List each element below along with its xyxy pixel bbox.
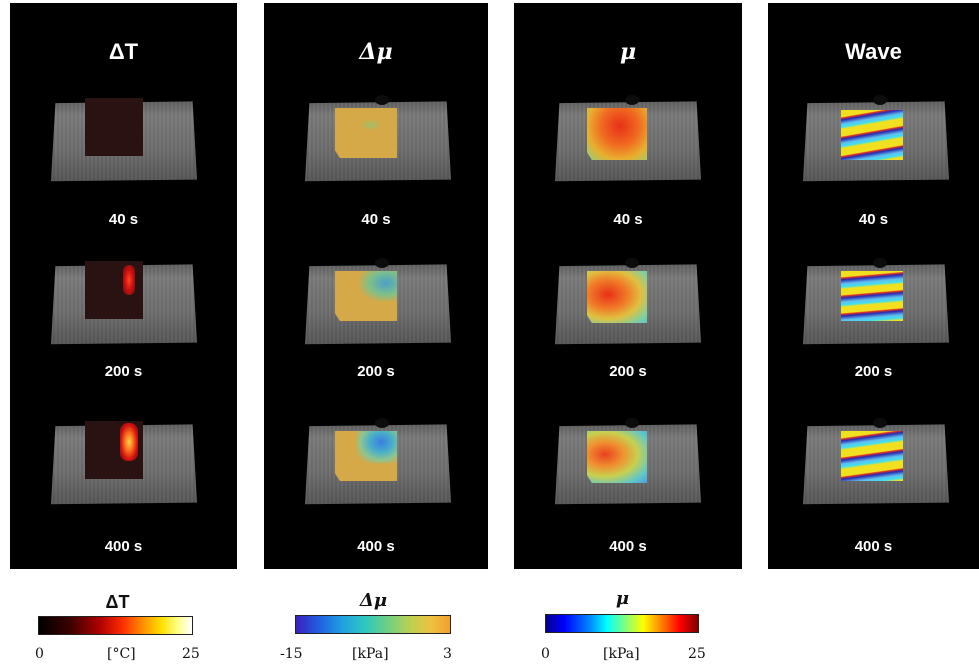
time-label: 400 s [104,538,143,555]
time-label: 40 s [613,211,643,228]
image-400s [555,418,701,506]
colorbar-min: 0 [541,646,550,662]
image-40s [51,98,197,183]
colorbar-title-delta-mu: Δμ [359,590,388,611]
colorbar-max: 25 [688,646,706,662]
colorbar-min: -15 [280,646,303,662]
panel-title: μ [619,39,637,65]
colorbar-title-delta-t: ΔT [105,592,130,612]
colorbar-unit: [kPa] [603,646,640,662]
colorbar-delta-mu [295,615,451,634]
colorbar-min: 0 [35,646,44,662]
panel-mu: μ 40 s 200 s 400 s [514,3,742,569]
time-label: 400 s [357,538,395,555]
colorbar-mu [545,614,699,633]
time-label: 40 s [361,211,391,228]
image-400s [803,418,949,506]
panel-title: Wave [845,39,902,64]
time-label: 40 s [108,211,139,228]
image-200s [555,258,701,346]
image-200s [51,261,197,346]
image-200s [803,258,949,346]
panel-title: Δμ [359,39,393,65]
time-label: 40 s [858,211,889,228]
time-label: 200 s [104,363,143,380]
image-40s [305,95,451,183]
colorbar-unit: [°C] [107,646,136,662]
time-label: 200 s [357,363,395,380]
panel-delta-mu: Δμ 40 s 200 s 400 s [264,3,488,569]
panel-delta-t: ΔT 40 s 200 s 400 s [10,3,237,569]
time-label: 400 s [854,538,893,555]
image-40s [555,95,701,183]
time-label: 200 s [854,363,893,380]
colorbar-delta-t [38,616,193,635]
time-label: 400 s [609,538,647,555]
colorbar-max: 3 [443,646,452,662]
colorbar-max: 25 [182,646,200,662]
colorbar-title-mu: μ [615,588,630,609]
time-label: 200 s [609,363,647,380]
colorbar-unit: [kPa] [352,646,389,662]
panel-title: ΔT [108,39,139,64]
panel-wave: Wave 40 s 200 s 400 s [768,3,979,569]
image-400s [51,421,197,506]
image-200s [305,258,451,346]
image-400s [305,418,451,506]
image-40s [803,95,949,183]
